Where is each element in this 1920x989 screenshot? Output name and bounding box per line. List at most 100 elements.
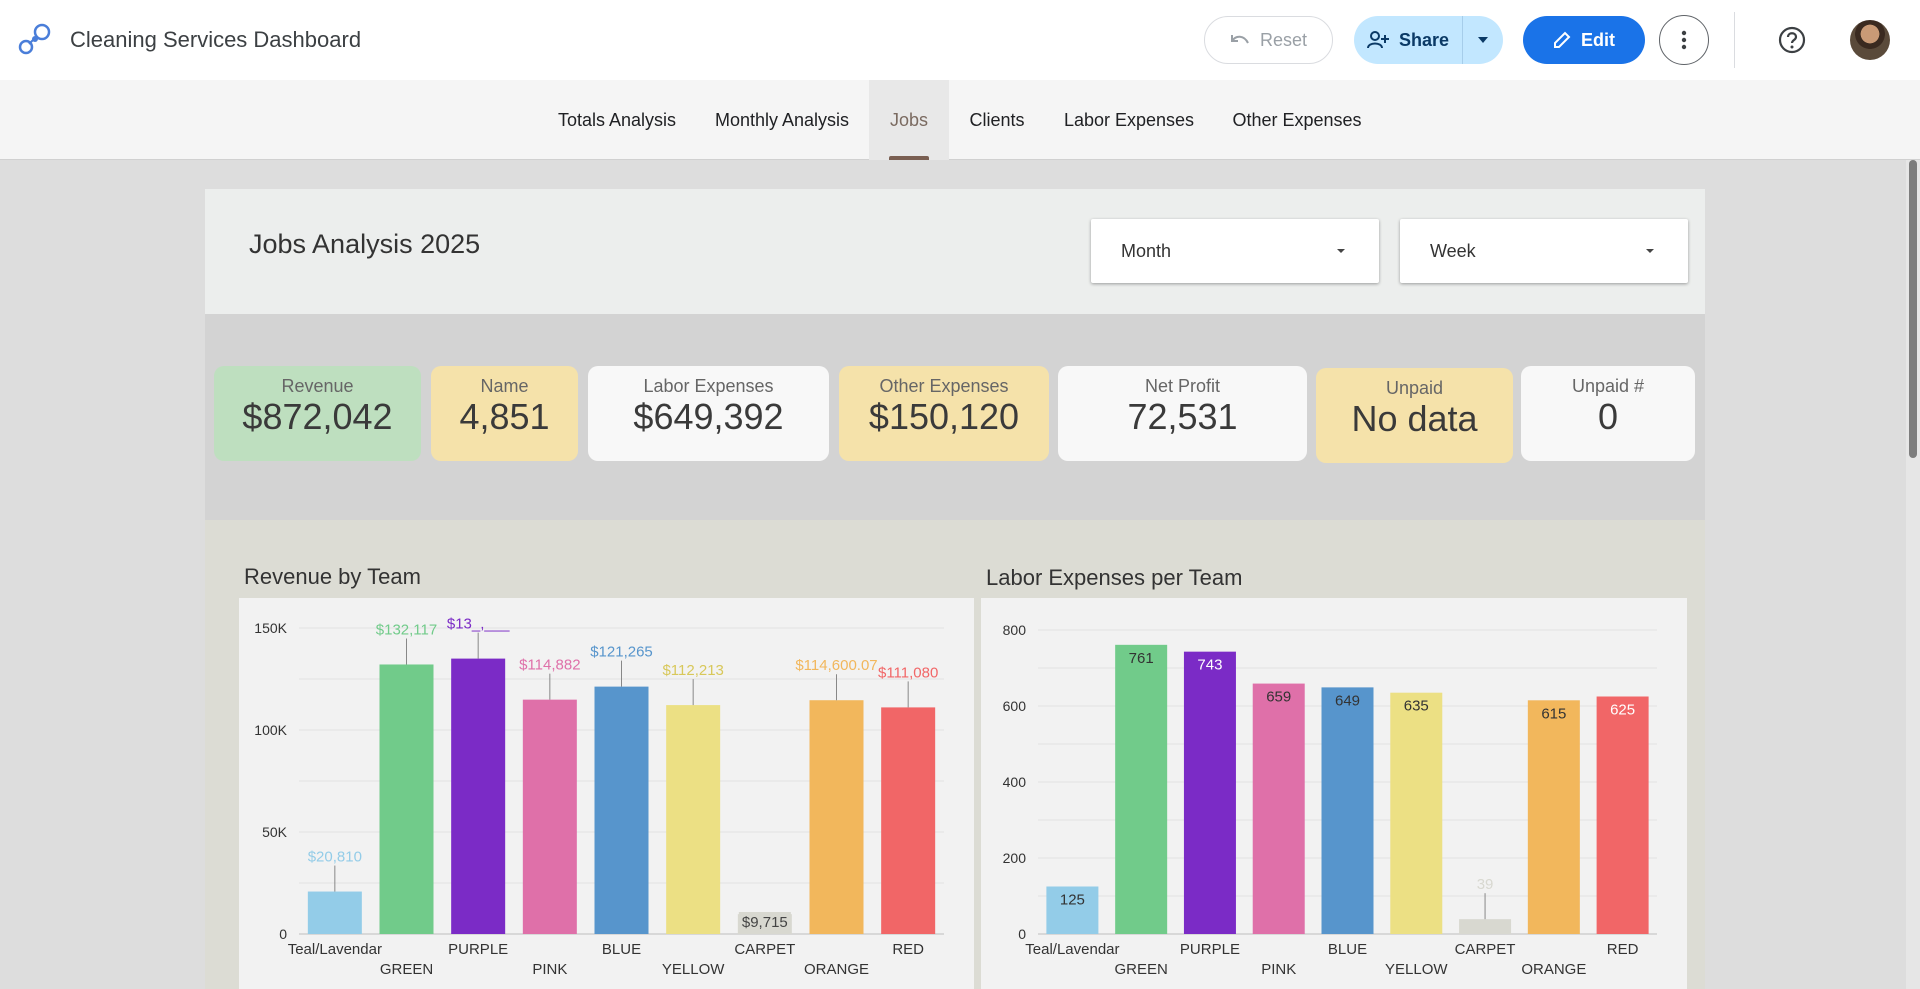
help-icon xyxy=(1778,26,1806,54)
week-filter-label: Week xyxy=(1430,240,1476,261)
kpi-revenue[interactable]: Revenue $872,042 xyxy=(214,366,421,461)
y-tick-label: 200 xyxy=(1003,850,1027,866)
app-bar: Cleaning Services Dashboard Reset Share … xyxy=(0,0,1920,80)
kpi-unpaid-count[interactable]: Unpaid # 0 xyxy=(1521,366,1695,461)
revenue-chart-svg: 0 50K 100K 150K Teal/Lavendar $20,810 GREEN $13… xyxy=(254,616,944,978)
bar-purple xyxy=(1183,651,1236,934)
kpi-value: No data xyxy=(1351,398,1478,439)
tab-other-expenses[interactable]: Other Expenses xyxy=(1232,109,1362,130)
revenue-chart-title: Revenue by Team xyxy=(244,564,421,589)
tab-jobs[interactable]: Jobs xyxy=(869,80,949,160)
x-tick-label: RED xyxy=(892,941,924,958)
y-tick-label: 0 xyxy=(279,926,287,942)
share-label: Share xyxy=(1398,29,1450,50)
tab-monthly-analysis[interactable]: Monthly Analysis xyxy=(714,109,850,130)
edit-label: Edit xyxy=(1581,29,1615,50)
app-title: Cleaning Services Dashboard xyxy=(70,27,362,52)
data-label: 635 xyxy=(1404,698,1429,715)
week-filter-dropdown[interactable]: Week xyxy=(1400,219,1688,283)
month-filter-dropdown[interactable]: Month xyxy=(1091,219,1379,283)
kpi-label: Name xyxy=(480,376,529,396)
bar-carpet xyxy=(1459,919,1512,934)
month-filter-label: Month xyxy=(1121,240,1172,261)
x-tick-label: YELLOW xyxy=(662,961,725,978)
revenue-by-team-chart[interactable]: 0 50K 100K 150K Teal/Lavendar $20,810 GREEN $13… xyxy=(239,598,974,989)
report-page: Jobs Analysis 2025 Month Week Revenue $8… xyxy=(205,189,1705,989)
x-tick-label: PINK xyxy=(1261,961,1296,978)
kpi-labor-expenses[interactable]: Labor Expenses $649,392 xyxy=(588,366,829,461)
reset-button[interactable]: Reset xyxy=(1204,16,1333,64)
bar-yellow xyxy=(1390,692,1443,934)
add-person-icon xyxy=(1366,31,1389,49)
y-tick-label: 800 xyxy=(1003,622,1027,638)
share-options-button[interactable] xyxy=(1463,16,1503,64)
tab-totals-analysis[interactable]: Totals Analysis xyxy=(557,109,677,130)
kpi-value: 72,531 xyxy=(1127,396,1238,437)
scrollbar-thumb[interactable] xyxy=(1909,160,1917,458)
data-label: $121,265 xyxy=(590,644,653,661)
kpi-label: Revenue xyxy=(281,376,354,396)
looker-studio-logo-icon[interactable] xyxy=(18,22,52,56)
bar-purple xyxy=(451,658,506,934)
bar-red xyxy=(881,707,936,934)
data-label: $13_,___ xyxy=(447,616,510,633)
more-options-button[interactable] xyxy=(1659,15,1709,65)
kpi-value: 0 xyxy=(1597,396,1619,437)
data-label: 761 xyxy=(1129,650,1154,667)
labor-chart-title: Labor Expenses per Team xyxy=(986,565,1243,590)
kpi-other-expenses[interactable]: Other Expenses $150,120 xyxy=(839,366,1049,461)
charts-section: Revenue by Team 0 50K 100K 150K Teal/Lavenda… xyxy=(205,520,1705,989)
bar-yellow xyxy=(666,705,721,934)
pencil-icon xyxy=(1554,31,1571,48)
edit-button[interactable]: Edit xyxy=(1523,16,1645,64)
bar-red xyxy=(1596,696,1649,934)
x-tick-label: Teal/Lavendar xyxy=(1025,941,1119,958)
kpi-label: Unpaid xyxy=(1385,378,1444,398)
x-tick-label: ORANGE xyxy=(804,961,869,978)
data-label: 615 xyxy=(1541,705,1566,722)
y-tick-label: 0 xyxy=(1018,926,1026,942)
x-tick-label: YELLOW xyxy=(1385,961,1448,978)
x-tick-label: BLUE xyxy=(1328,941,1367,958)
bar-blue xyxy=(594,686,649,934)
share-button[interactable]: Share xyxy=(1354,16,1462,64)
labor-expenses-per-team-chart[interactable]: 0 200 400 600 800 Teal/Lavendar 125 GREEN 761 PUR… xyxy=(981,598,1687,989)
bar-blue xyxy=(1321,687,1374,934)
kpi-label: Other Expenses xyxy=(879,376,1009,396)
x-tick-label: RED xyxy=(1607,941,1639,958)
help-button[interactable] xyxy=(1772,20,1812,60)
data-label: $111,080 xyxy=(878,664,938,681)
x-tick-label: GREEN xyxy=(380,961,433,978)
tab-labor-expenses[interactable]: Labor Expenses xyxy=(1063,109,1195,130)
data-label-bg xyxy=(738,912,791,932)
data-label: 625 xyxy=(1610,702,1635,719)
data-label: 125 xyxy=(1060,892,1085,909)
toolbar-divider xyxy=(1734,12,1735,68)
kpi-value: 4,851 xyxy=(459,396,550,437)
report-header: Jobs Analysis 2025 Month Week xyxy=(205,189,1705,314)
bar-teal-lavendar xyxy=(1046,886,1099,934)
x-tick-label: CARPET xyxy=(1455,941,1516,958)
bar-green xyxy=(1115,644,1168,934)
x-tick-label: PURPLE xyxy=(448,941,508,958)
kpi-unpaid[interactable]: Unpaid No data xyxy=(1316,368,1513,463)
share-button-group: Share xyxy=(1354,16,1503,64)
bar-green xyxy=(379,664,434,934)
reset-label: Reset xyxy=(1259,29,1308,50)
data-label: $112,213 xyxy=(662,662,723,679)
x-tick-label: GREEN xyxy=(1114,961,1167,978)
kpi-net-profit[interactable]: Net Profit 72,531 xyxy=(1058,366,1307,461)
y-tick-label: 150K xyxy=(254,620,287,636)
kpi-scorecards: Revenue $872,042 Name 4,851 Labor Expens… xyxy=(205,314,1705,520)
x-tick-label: BLUE xyxy=(602,941,641,958)
caret-down-icon xyxy=(1478,37,1488,43)
kpi-label: Net Profit xyxy=(1144,376,1221,396)
tab-clients[interactable]: Clients xyxy=(969,109,1025,130)
account-avatar[interactable] xyxy=(1850,20,1890,60)
caret-down-icon xyxy=(1337,249,1345,253)
y-tick-label: 50K xyxy=(262,824,288,840)
x-tick-label: PURPLE xyxy=(1180,941,1240,958)
x-tick-label: PINK xyxy=(532,961,567,978)
data-label: 659 xyxy=(1266,689,1291,706)
kpi-name[interactable]: Name 4,851 xyxy=(431,366,578,461)
